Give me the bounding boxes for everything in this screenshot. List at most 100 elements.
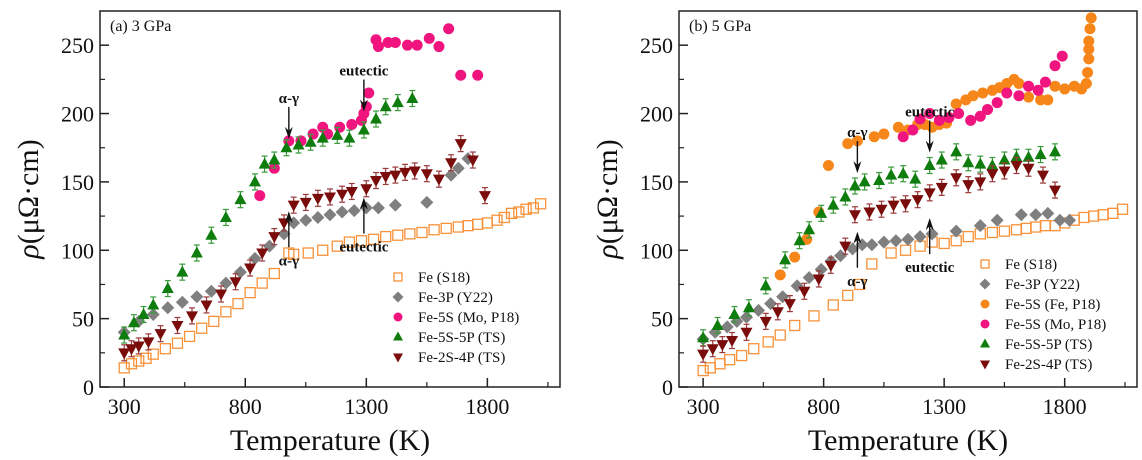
data-point (1022, 150, 1035, 162)
annotation-eutectic: eutectic (339, 197, 389, 256)
data-point (1059, 83, 1071, 95)
data-point (1085, 12, 1097, 24)
data-point (451, 161, 465, 175)
data-point (268, 153, 281, 165)
legend: Fe (S18) Fe-3P (Y22) Fe-5S (Fe, P18) Fe-5S … (979, 257, 1106, 373)
data-point (190, 290, 204, 304)
data-point (855, 238, 869, 252)
y-tick-label: 0 (83, 375, 94, 400)
legend-marker-icon (393, 312, 403, 322)
series-fe-2s-4p-ts (118, 135, 491, 362)
data-point (842, 289, 854, 302)
data-point (171, 337, 184, 349)
annotation-label: eutectic (339, 240, 388, 256)
annotation-eutectic: eutectic (339, 64, 389, 112)
legend-item: Fe-5S (Fe, P18) (980, 297, 1100, 313)
data-point (127, 316, 140, 328)
arrow-head-icon (925, 140, 934, 153)
data-point (513, 206, 525, 218)
data-point (331, 240, 343, 252)
data-point (950, 173, 963, 185)
data-point (1049, 185, 1062, 197)
data-point (846, 242, 860, 256)
data-point (118, 362, 130, 374)
data-point (345, 186, 358, 198)
data-point (1023, 80, 1035, 92)
series-fe-5s-fe-p18 (774, 12, 1097, 281)
data-point (491, 214, 503, 226)
data-point (219, 210, 232, 222)
data-point (462, 220, 474, 232)
data-point (346, 118, 358, 130)
y-tick-label: 100 (61, 238, 94, 263)
data-point (863, 207, 876, 219)
data-point (204, 284, 218, 298)
data-point (278, 218, 290, 230)
legend-marker-icon (980, 319, 990, 329)
series-fe-2s-4p-ts (697, 156, 1062, 363)
data-point (923, 188, 936, 200)
x-tick-label: 1800 (465, 394, 509, 419)
data-point (798, 286, 811, 298)
data-point (433, 41, 445, 53)
data-point (125, 344, 138, 356)
data-point (1023, 91, 1035, 103)
data-point (420, 195, 434, 209)
data-point (697, 331, 710, 343)
data-point (1036, 170, 1049, 182)
data-point (897, 167, 910, 179)
data-point (933, 114, 945, 126)
data-point (897, 131, 909, 143)
data-point (380, 230, 392, 243)
annotation-label: α-γ (279, 91, 299, 107)
data-point (355, 235, 368, 247)
data-point (967, 90, 979, 102)
data-point (1049, 145, 1062, 157)
data-point (762, 336, 774, 348)
data-point (146, 308, 160, 322)
data-point (132, 341, 145, 353)
data-point (311, 193, 324, 205)
data-point (363, 87, 375, 99)
data-point (822, 160, 834, 172)
y-tick-label: 200 (61, 102, 94, 127)
legend-label: Fe (S18) (418, 270, 470, 286)
data-point (472, 69, 484, 81)
legend-label: Fe-3P (Y22) (418, 290, 493, 306)
data-point (1041, 206, 1055, 220)
data-point (372, 41, 384, 53)
data-point (1029, 208, 1043, 222)
data-point (965, 114, 977, 126)
data-point (889, 234, 903, 248)
annotation-label: α-γ (279, 253, 299, 269)
data-point (728, 308, 741, 320)
data-point (748, 343, 760, 355)
data-point (118, 348, 131, 360)
data-point (316, 131, 329, 143)
data-point (774, 329, 786, 341)
data-point (234, 193, 247, 205)
data-point (1034, 148, 1047, 160)
x-tick-label: 300 (687, 394, 720, 419)
data-point (220, 306, 232, 318)
data-point (200, 300, 213, 312)
legend-item: Fe-2S-4P (TS) (393, 350, 505, 366)
data-point (742, 301, 755, 313)
data-point (866, 258, 878, 270)
data-point (1083, 35, 1095, 47)
data-point (1030, 221, 1042, 233)
data-point (1010, 150, 1023, 162)
data-point (973, 219, 987, 233)
data-point (379, 100, 392, 112)
data-point (1010, 224, 1023, 236)
data-point (885, 168, 898, 180)
data-point (416, 226, 428, 239)
data-point (1013, 90, 1025, 102)
data-point (789, 319, 801, 332)
data-point (827, 198, 840, 210)
data-point (924, 108, 936, 120)
data-point (420, 169, 433, 181)
data-point (268, 232, 281, 244)
data-point (399, 167, 412, 179)
data-point (406, 92, 419, 104)
